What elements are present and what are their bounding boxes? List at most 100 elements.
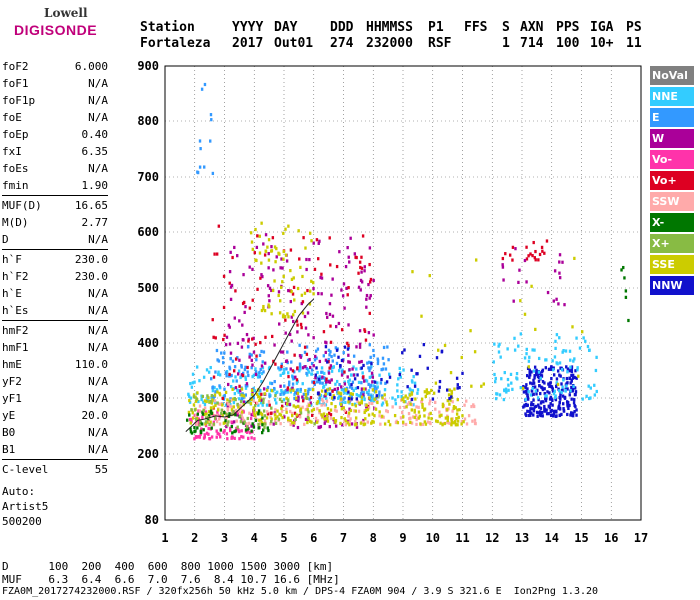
param-row: h`F 230.0 xyxy=(2,251,108,268)
data-point xyxy=(323,421,326,425)
data-point xyxy=(244,386,248,390)
data-point xyxy=(344,388,348,392)
data-point xyxy=(342,351,345,355)
data-point xyxy=(333,408,337,412)
data-point xyxy=(363,265,366,269)
data-point xyxy=(351,392,354,396)
data-point xyxy=(243,420,246,424)
header-row2-cell: 10+ xyxy=(590,36,614,51)
data-point xyxy=(293,309,297,314)
data-point xyxy=(262,387,266,391)
data-point xyxy=(252,350,256,354)
data-point xyxy=(268,299,271,303)
data-point xyxy=(529,252,532,256)
data-point xyxy=(230,408,234,412)
data-point xyxy=(526,397,530,401)
data-point xyxy=(260,431,264,435)
data-point xyxy=(326,360,329,364)
data-point xyxy=(413,381,417,385)
data-point xyxy=(568,393,571,397)
data-point xyxy=(369,355,372,359)
data-point xyxy=(212,420,215,424)
data-point xyxy=(192,395,196,399)
data-point xyxy=(573,386,577,390)
data-point xyxy=(307,410,310,414)
data-point xyxy=(517,280,520,285)
data-point xyxy=(360,270,363,274)
data-point xyxy=(555,333,559,337)
data-point xyxy=(294,417,297,422)
data-point xyxy=(303,422,306,426)
data-point xyxy=(262,400,265,405)
data-point xyxy=(322,354,326,358)
data-point xyxy=(252,386,255,391)
data-point xyxy=(255,258,258,263)
data-point xyxy=(273,418,277,423)
data-point xyxy=(306,392,310,396)
data-point xyxy=(204,422,207,426)
data-point xyxy=(544,396,547,401)
data-point xyxy=(187,392,190,396)
data-point xyxy=(472,404,476,409)
data-point xyxy=(287,289,290,293)
data-point xyxy=(240,413,244,417)
data-point xyxy=(543,251,546,255)
data-point xyxy=(199,432,202,437)
data-point xyxy=(584,339,587,343)
data-point xyxy=(506,377,510,382)
data-point xyxy=(337,355,340,359)
data-point xyxy=(236,425,239,429)
data-point xyxy=(368,343,371,347)
data-point xyxy=(448,421,451,425)
data-point xyxy=(415,372,418,376)
data-point xyxy=(228,325,231,329)
y-tick-label: 80 xyxy=(145,513,159,527)
data-point xyxy=(287,416,290,420)
data-point xyxy=(573,357,576,361)
data-point xyxy=(325,311,328,316)
data-point xyxy=(201,410,204,414)
data-point xyxy=(558,361,562,365)
data-point xyxy=(328,302,332,306)
data-point xyxy=(274,260,277,264)
data-point xyxy=(376,400,379,405)
data-point xyxy=(209,399,213,404)
data-point xyxy=(506,347,509,351)
data-point xyxy=(216,408,220,412)
data-point xyxy=(343,396,346,400)
data-point xyxy=(286,388,289,392)
data-point xyxy=(521,386,525,390)
data-point xyxy=(215,348,219,353)
data-point xyxy=(306,311,310,315)
data-point xyxy=(543,387,546,391)
data-point xyxy=(305,345,309,349)
data-point xyxy=(525,257,529,261)
data-point xyxy=(253,437,256,441)
data-point xyxy=(406,402,409,406)
data-point xyxy=(278,322,281,326)
data-point xyxy=(293,353,296,357)
data-point xyxy=(496,392,499,396)
data-point xyxy=(473,350,477,354)
data-point xyxy=(386,345,389,349)
data-point xyxy=(272,386,276,391)
data-point xyxy=(360,255,363,259)
data-point xyxy=(430,388,433,392)
data-point xyxy=(295,413,298,417)
data-point xyxy=(324,345,328,349)
data-point xyxy=(301,366,305,370)
data-point xyxy=(230,373,233,378)
data-point xyxy=(255,401,259,405)
data-point xyxy=(252,336,255,340)
d-row: D 100 200 400 600 800 1000 1500 3000 [km… xyxy=(2,560,334,573)
data-point xyxy=(446,399,449,403)
data-point xyxy=(229,402,232,407)
data-point xyxy=(561,260,564,264)
data-point xyxy=(290,315,293,319)
data-point xyxy=(306,368,310,372)
data-point xyxy=(321,414,324,418)
data-point xyxy=(207,432,210,436)
data-point xyxy=(355,393,358,397)
data-point xyxy=(360,266,364,270)
data-point xyxy=(559,397,562,401)
